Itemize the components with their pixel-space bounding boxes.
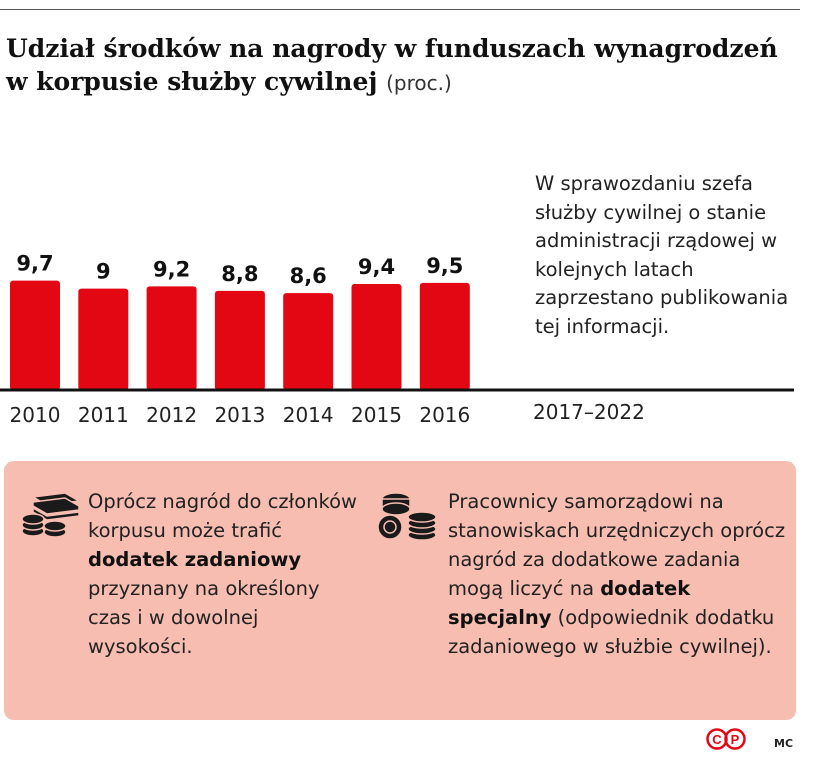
bar-2012	[146, 286, 197, 390]
bars-group	[10, 280, 470, 390]
bar-2016	[419, 282, 470, 390]
value-label-2015: 9,4	[358, 255, 395, 279]
info-left-text: Oprócz nagród do członków korpusu może t…	[88, 490, 357, 658]
bar-2015	[351, 284, 402, 390]
bar-2011	[78, 288, 129, 390]
value-label-2010: 9,7	[16, 252, 53, 276]
bar-2013	[214, 290, 265, 390]
tick-labels-group: 2010 2011 2012 2013 2014 2015 2016	[10, 403, 471, 427]
bar-2010	[10, 280, 60, 390]
info-box: Oprócz nagród do członków korpusu może t…	[4, 461, 796, 720]
value-labels-group: 9,7 9 9,2 8,8 8,6 9,4 9,5	[16, 252, 463, 288]
info-right-highlight: dodatek specjalny	[448, 577, 691, 629]
svg-text:P: P	[731, 732, 740, 747]
chart-title: Udział środków na nagrody w funduszach w…	[6, 32, 796, 100]
value-label-2013: 8,8	[221, 262, 258, 286]
tick-label-2012: 2012	[146, 403, 197, 427]
info-left-highlight: dodatek zadaniowy	[88, 548, 302, 571]
coins-icon	[377, 492, 437, 541]
tick-label-2010: 2010	[10, 403, 61, 427]
tick-label-2014: 2014	[283, 403, 334, 427]
value-label-2014: 8,6	[290, 264, 327, 288]
svg-text:C: C	[712, 732, 722, 747]
author-credit: MC	[774, 737, 794, 750]
money-stack-icon	[21, 492, 81, 537]
value-label-2012: 9,2	[153, 257, 190, 281]
tick-label-2015: 2015	[351, 403, 402, 427]
cp-logo-icon: C P	[706, 728, 746, 750]
side-note: W sprawozdaniu szefa służby cywilnej o s…	[535, 172, 789, 338]
tick-label-2013: 2013	[214, 403, 265, 427]
info-right-text: Pracownicy samorządowi na stanowiskach u…	[448, 490, 786, 658]
top-rule	[0, 9, 800, 10]
value-label-2011: 9	[96, 260, 111, 284]
period-label: 2017–2022	[533, 400, 645, 424]
value-label-2016: 9,5	[426, 254, 463, 278]
title-main: Udział środków na nagrody w funduszach w…	[6, 34, 778, 96]
bar-2014	[283, 293, 334, 390]
tick-label-2011: 2011	[78, 403, 129, 427]
title-unit: (proc.)	[386, 71, 452, 95]
tick-label-2016: 2016	[419, 403, 470, 427]
bar-chart: 9,7 9 9,2 8,8 8,6 9,4 9,5 2010 2011 2012 2013 2014…	[0, 252, 794, 427]
